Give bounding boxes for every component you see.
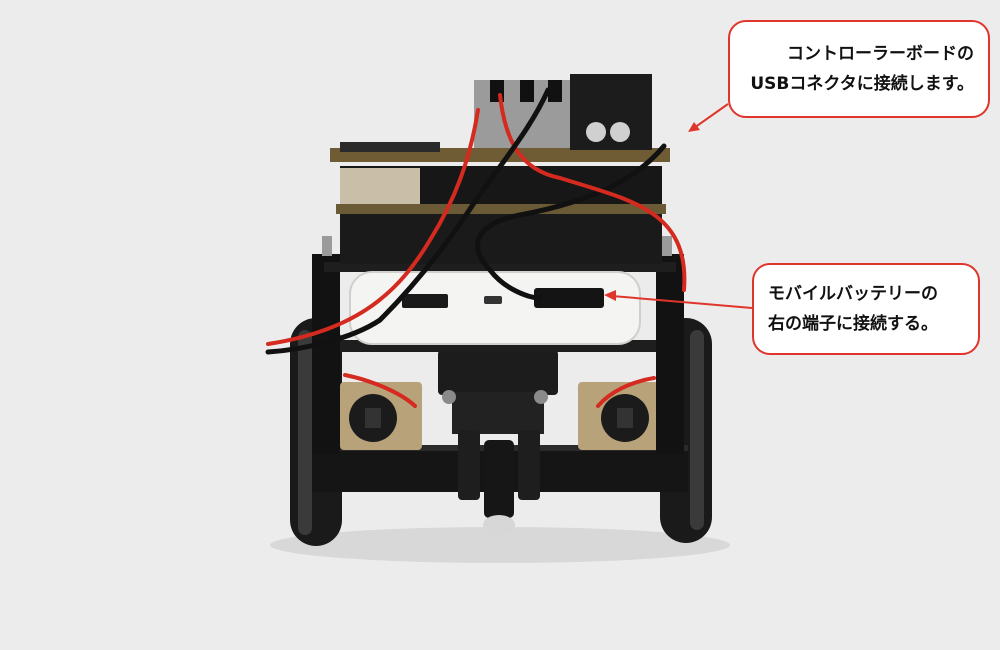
- floor-shadow: [270, 527, 730, 563]
- usb-arrow: [688, 103, 729, 132]
- battery-port-callout: モバイルバッテリーの 右の端子に接続する。: [752, 263, 980, 355]
- usb-connector-callout: コントローラーボードの USBコネクタに接続します。: [728, 20, 990, 118]
- battery-callout-line2: 右の端子に接続する。: [768, 314, 938, 334]
- cables: [265, 87, 687, 408]
- usb-callout-line2: USBコネクタに接続します。: [750, 74, 974, 94]
- mobile-battery: [349, 271, 641, 345]
- battery-arrow: [604, 290, 753, 309]
- caster-assembly: [438, 350, 558, 535]
- usb-callout-line1: コントローラーボードの: [787, 44, 974, 64]
- left-motor: [340, 382, 422, 450]
- battery-callout-line1: モバイルバッテリーの: [768, 284, 938, 304]
- right-motor: [578, 382, 660, 450]
